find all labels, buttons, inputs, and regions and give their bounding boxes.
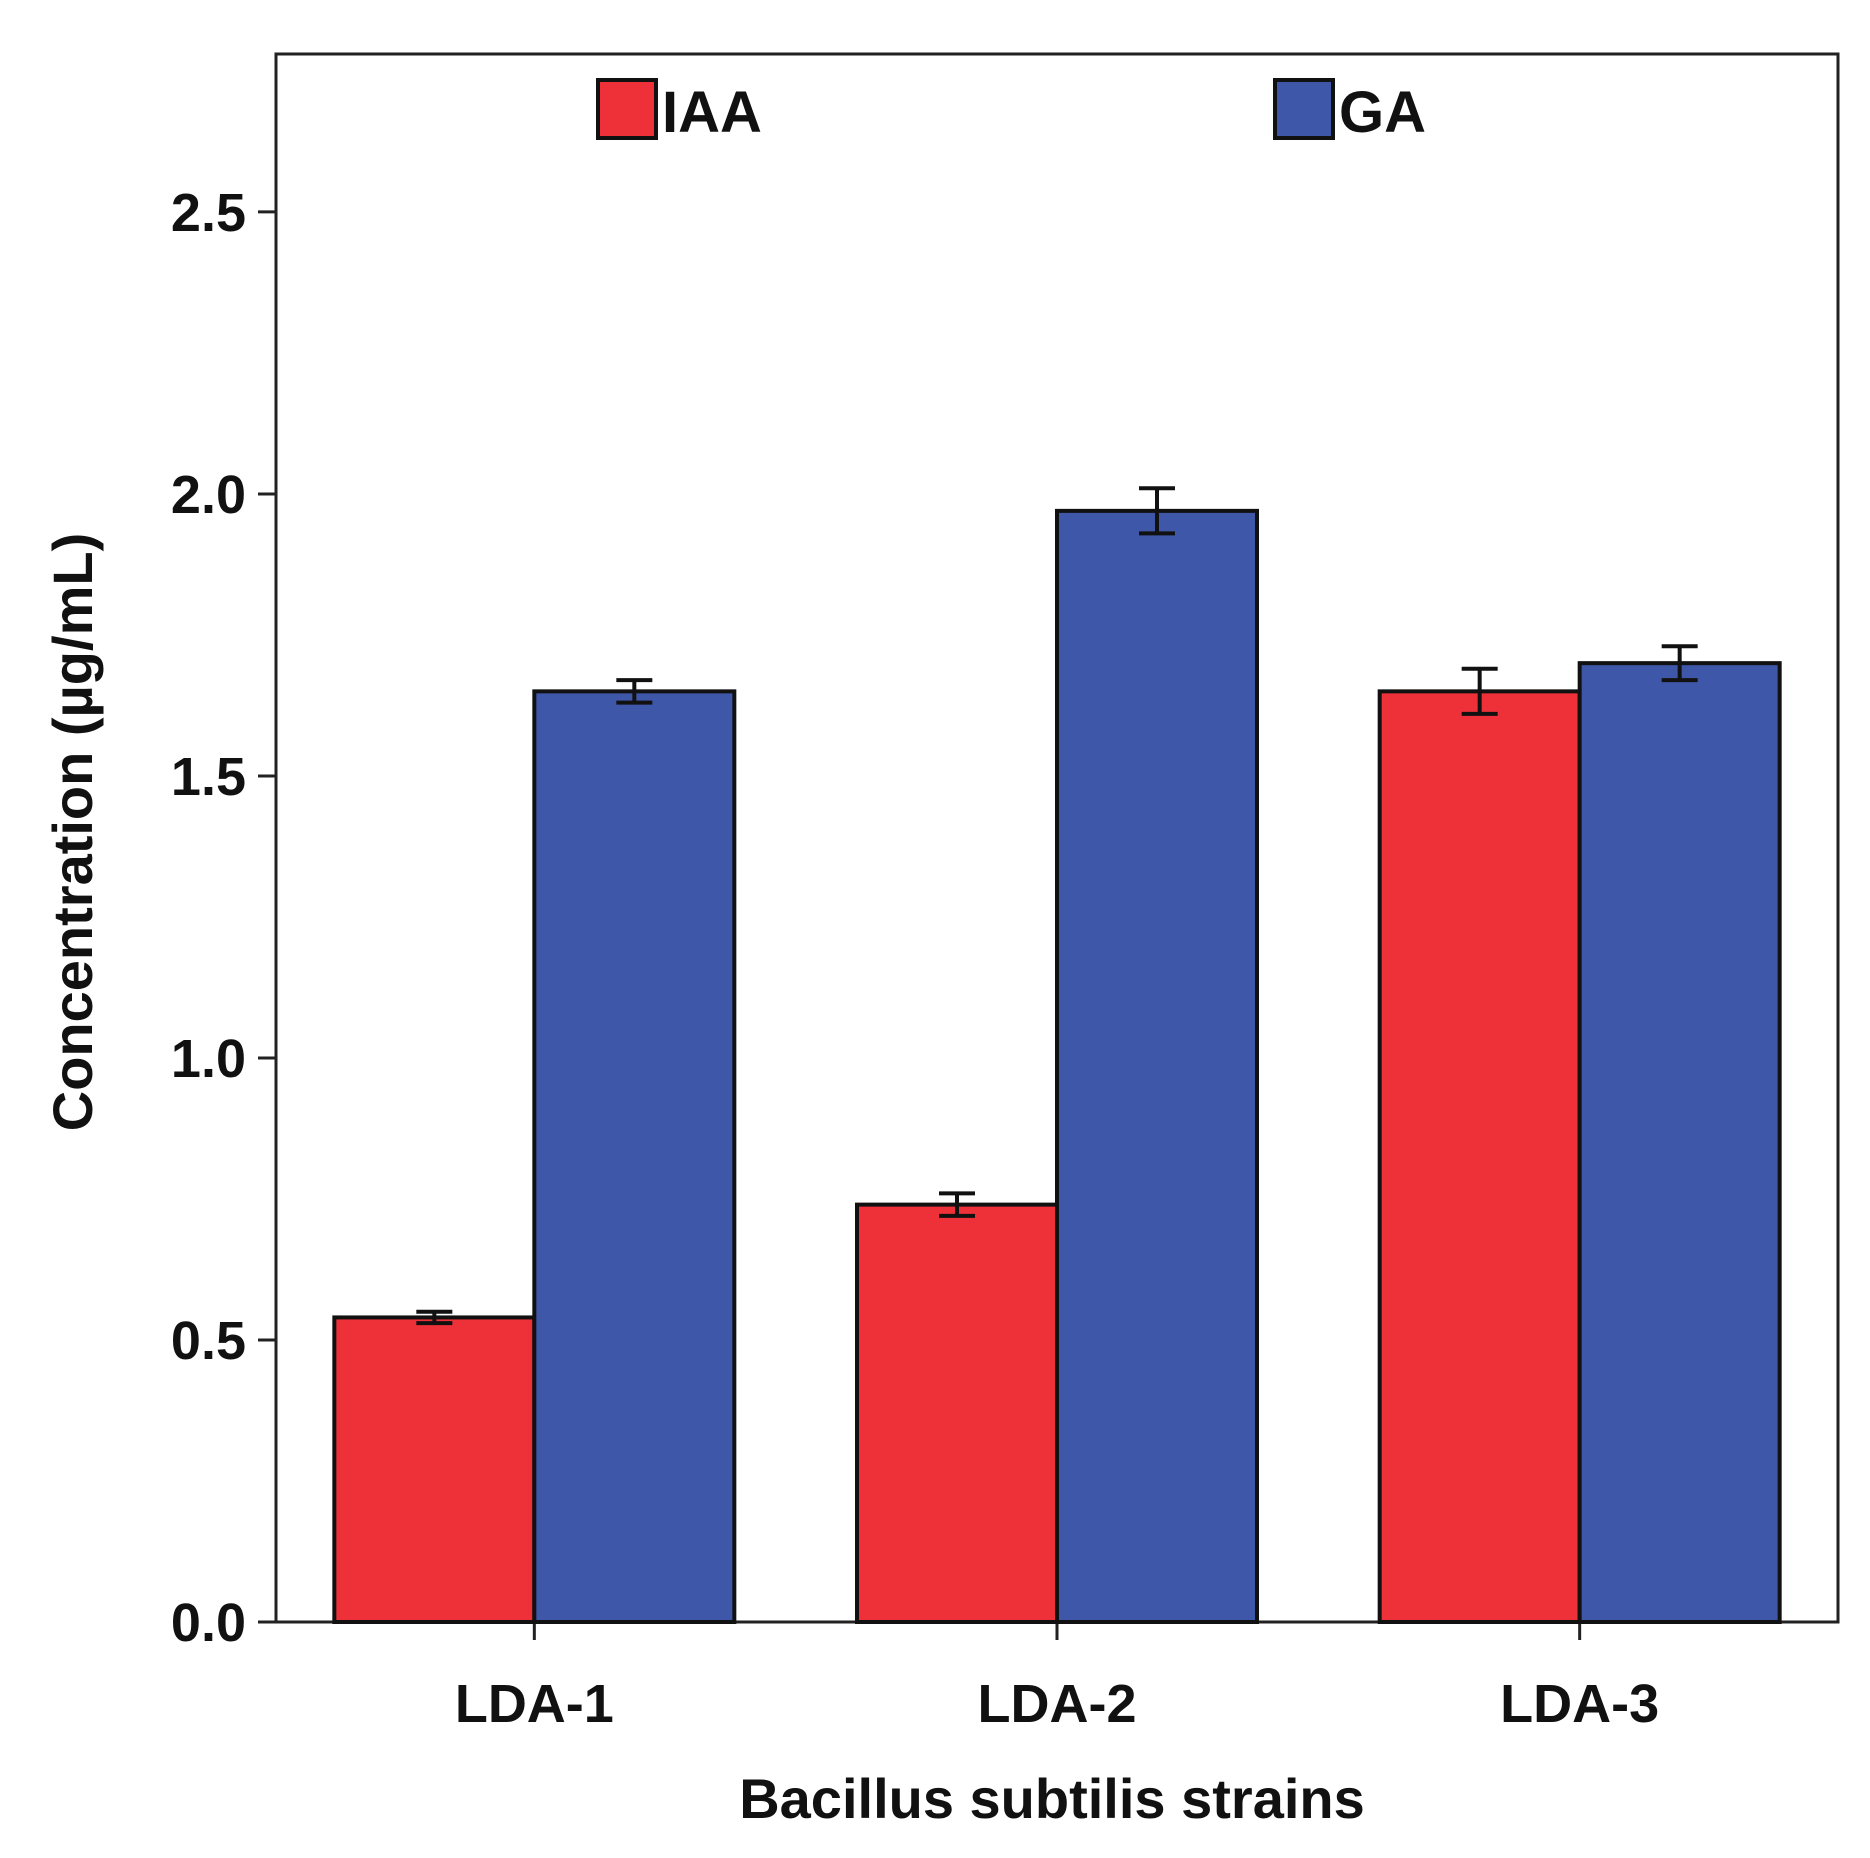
x-category-label: LDA-1 (455, 1674, 614, 1734)
y-tick-label: 2.5 (171, 183, 246, 243)
legend-swatch-ga (1273, 78, 1335, 140)
y-tick-label: 2.0 (171, 465, 246, 525)
bar-ga-lda-3 (1577, 661, 1782, 1624)
y-axis-title: Concentration (µg/mL) (41, 533, 104, 1131)
y-tick-label: 0.5 (171, 1311, 246, 1371)
bar-ga-lda-1 (532, 689, 737, 1624)
y-tick-label: 1.0 (171, 1029, 246, 1089)
bar-ga-lda-2 (1055, 508, 1259, 1625)
x-axis-title: Bacillus subtilis strains (739, 1767, 1365, 1830)
bar-iaa-lda-2 (855, 1202, 1059, 1624)
bar-iaa-lda-1 (332, 1315, 537, 1624)
y-tick-label: 0.0 (171, 1593, 246, 1653)
x-category-label: LDA-2 (978, 1674, 1137, 1734)
legend-label-ga: GA (1339, 80, 1426, 145)
y-tick-label: 1.5 (171, 747, 246, 807)
legend-label-iaa: IAA (662, 80, 762, 145)
legend-swatch-iaa (596, 78, 658, 140)
x-category-label: LDA-3 (1500, 1674, 1659, 1734)
bar-iaa-lda-3 (1377, 689, 1582, 1624)
